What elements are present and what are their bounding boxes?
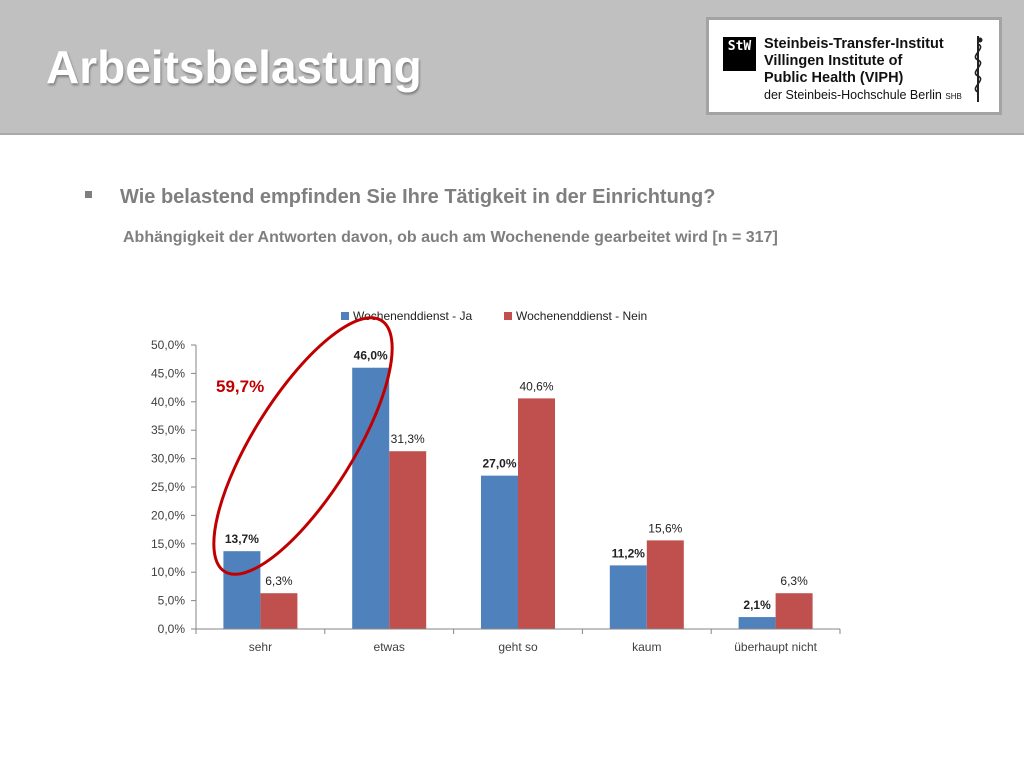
caduceus-staff-icon — [974, 36, 983, 102]
data-label: 31,3% — [391, 432, 425, 446]
legend-label: Wochenenddienst - Ja — [353, 309, 473, 323]
y-tick-label: 30,0% — [151, 452, 185, 466]
logo-line-2: Villingen Institute of — [764, 53, 903, 69]
data-label: 6,3% — [265, 574, 293, 588]
institute-logo: StW Steinbeis-Transfer-Institut Villinge… — [706, 17, 1002, 115]
y-tick-label: 35,0% — [151, 423, 185, 437]
y-tick-label: 0,0% — [158, 622, 186, 636]
bar — [481, 475, 518, 629]
data-label: 40,6% — [519, 379, 553, 393]
data-label: 13,7% — [225, 532, 259, 546]
x-tick-label: etwas — [374, 640, 405, 654]
data-label: 11,2% — [612, 546, 646, 560]
x-tick-label: überhaupt nicht — [734, 640, 817, 654]
x-tick-label: kaum — [632, 640, 661, 654]
page-title: Arbeitsbelastung — [46, 41, 422, 93]
y-tick-label: 5,0% — [158, 594, 186, 608]
logo-line-4: der Steinbeis-Hochschule Berlin SHB — [764, 88, 962, 102]
question-text: Wie belastend empfinden Sie Ihre Tätigke… — [120, 186, 716, 208]
data-label: 46,0% — [354, 349, 388, 363]
y-tick-label: 45,0% — [151, 366, 185, 380]
data-label: 15,6% — [648, 521, 682, 535]
logo-line-4-text: der Steinbeis-Hochschule Berlin — [764, 88, 942, 102]
y-tick-label: 15,0% — [151, 537, 185, 551]
data-label: 27,0% — [482, 457, 516, 471]
bar — [738, 617, 776, 629]
y-tick-label: 20,0% — [151, 508, 185, 522]
legend-swatch — [504, 312, 512, 320]
logo-line-4-suffix: SHB — [945, 92, 962, 101]
logo-mark-icon: StW — [723, 37, 756, 71]
bar — [646, 540, 684, 629]
chart-legend: Wochenenddienst - Ja Wochenenddienst - Ne… — [341, 309, 647, 323]
data-label: 2,1% — [743, 598, 771, 612]
legend-label: Wochenenddienst - Nein — [516, 309, 647, 323]
bar — [609, 565, 647, 629]
x-axis: sehr etwas geht so kaum überhaupt nicht — [195, 628, 841, 654]
highlight-annotation: 59,7% — [212, 316, 394, 576]
bar — [223, 551, 261, 629]
data-label: 6,3% — [780, 574, 808, 588]
bar-series: 13,7% 46,0% 27,0% 11,2% 2,1% 6,3% 31,3% 40,6% 15… — [223, 349, 813, 629]
bar — [775, 593, 813, 629]
y-tick-label: 10,0% — [151, 565, 185, 579]
y-axis: 0,0% 5,0% 10,0% 15,0% 20,0% 25,0% 30,0% 35,0% 40… — [151, 338, 197, 636]
highlight-ellipse — [212, 316, 394, 576]
bar — [352, 367, 390, 629]
logo-line-3: Public Health (VIPH) — [764, 70, 904, 86]
y-tick-label: 50,0% — [151, 338, 185, 352]
y-tick-label: 25,0% — [151, 480, 185, 494]
bar — [518, 398, 555, 629]
y-tick-label: 40,0% — [151, 395, 185, 409]
x-tick-label: sehr — [249, 640, 272, 654]
annotation-label: 59,7% — [216, 377, 264, 396]
bar — [389, 451, 427, 629]
bullet-marker — [85, 191, 92, 198]
bar — [260, 593, 298, 629]
logo-line-1: Steinbeis-Transfer-Institut — [764, 36, 944, 52]
x-tick-label: geht so — [498, 640, 538, 654]
legend-swatch — [341, 312, 349, 320]
subtitle-text: Abhängigkeit der Antworten davon, ob auc… — [123, 229, 778, 246]
